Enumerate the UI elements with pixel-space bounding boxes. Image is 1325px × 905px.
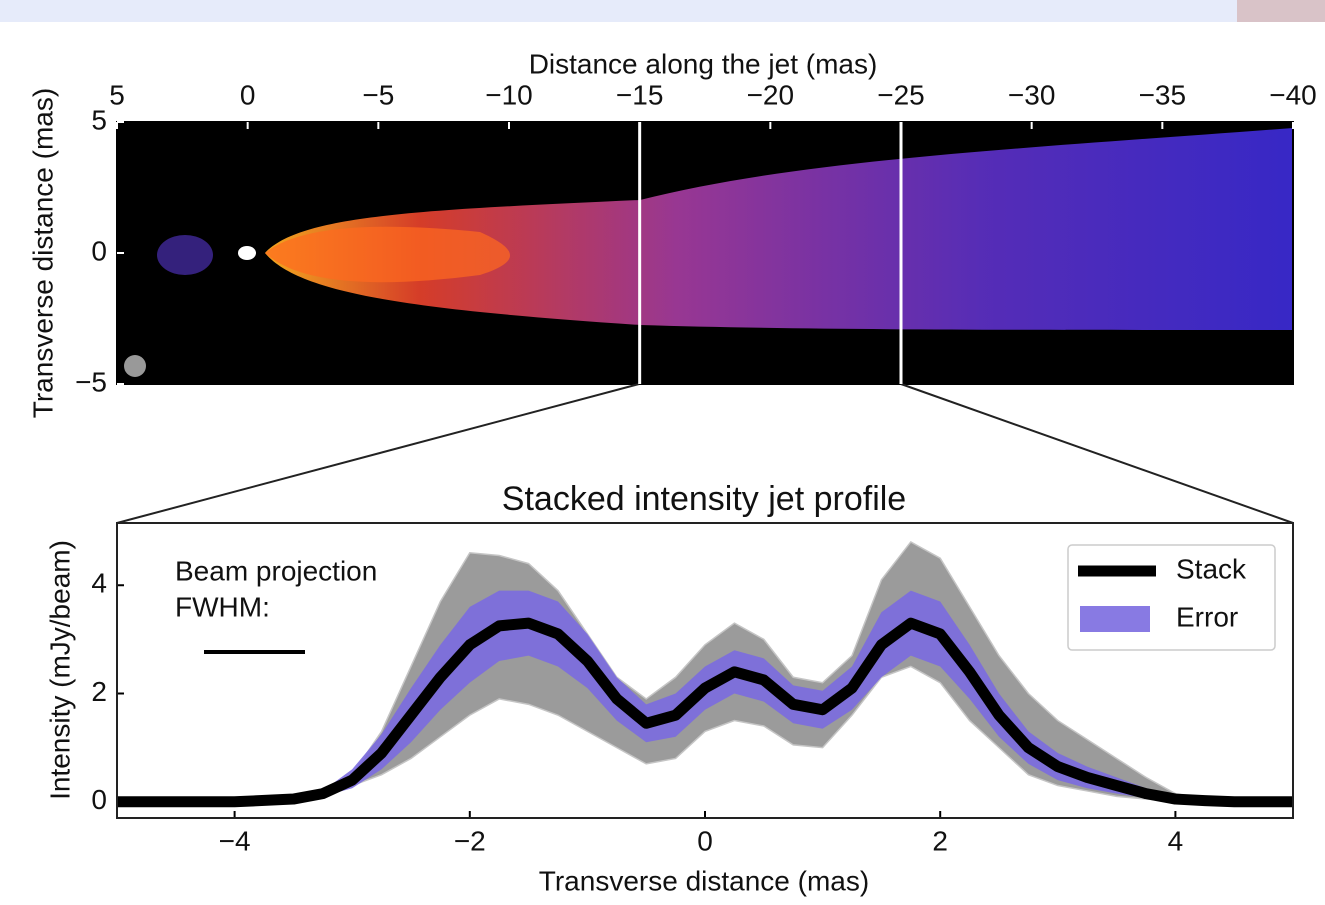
x-tick-label: −2 xyxy=(454,825,486,856)
x-tick-label: −5 xyxy=(362,79,394,110)
y-tick-label: 5 xyxy=(91,104,107,135)
y-tick-label: 0 xyxy=(91,784,107,815)
y-tick-label: −5 xyxy=(75,366,107,397)
x-tick-label: 5 xyxy=(109,79,125,110)
figure: Distance along the jet (mas) Transverse … xyxy=(0,0,1325,905)
x-tick-label: 4 xyxy=(1168,825,1184,856)
x-tick-label: −40 xyxy=(1269,79,1317,110)
connector xyxy=(901,384,1293,523)
x-tick-label: −15 xyxy=(616,79,664,110)
y-tick-label: 2 xyxy=(91,676,107,707)
x-tick-label: −30 xyxy=(1008,79,1056,110)
x-tick-label: −35 xyxy=(1139,79,1187,110)
x-axis-label: Transverse distance (mas) xyxy=(539,865,869,896)
y-tick-label: 4 xyxy=(91,568,107,599)
corner-box xyxy=(1237,0,1325,22)
x-tick-label: 0 xyxy=(240,79,256,110)
x-tick-label: −4 xyxy=(219,825,251,856)
y-tick-label: 0 xyxy=(91,235,107,266)
x-tick-label: −25 xyxy=(877,79,925,110)
top-banner xyxy=(0,0,1325,22)
legend-label: Stack xyxy=(1176,553,1247,584)
legend-swatch xyxy=(1080,606,1150,632)
y-axis-label: Intensity (mJy/beam) xyxy=(44,540,75,800)
x-tick-label: 0 xyxy=(697,825,713,856)
x-tick-label: −20 xyxy=(747,79,795,110)
x-tick-label: −10 xyxy=(485,79,533,110)
annotation: FWHM: xyxy=(175,591,270,622)
chart-title: Stacked intensity jet profile xyxy=(502,480,906,518)
y-axis-label: Transverse distance (mas) xyxy=(27,88,58,418)
legend-label: Error xyxy=(1176,601,1238,632)
x-tick-label: 2 xyxy=(932,825,948,856)
x-axis-label: Distance along the jet (mas) xyxy=(529,48,878,79)
jet-image xyxy=(117,122,1293,384)
annotation: Beam projection xyxy=(175,555,377,586)
